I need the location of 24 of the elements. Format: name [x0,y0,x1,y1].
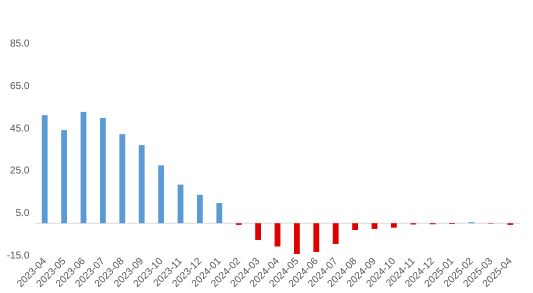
bar [313,223,320,252]
bar [294,223,300,254]
bar [216,203,222,224]
y-tick-label: 5.0 [16,208,30,220]
bar [352,223,358,230]
bar [274,223,280,247]
bar [390,223,397,228]
y-tick-label: 65.0 [10,80,30,92]
y-tick-label: -15.0 [6,250,30,262]
bar [100,118,106,224]
bar [138,145,145,224]
y-tick-label: 45.0 [10,123,30,134]
bar [158,165,164,224]
bar [255,223,262,240]
bar [332,223,339,244]
bar [372,223,378,229]
y-tick-label: 25.0 [10,166,30,177]
bar [196,194,203,224]
bar [178,184,184,224]
bar [61,130,68,224]
bar [80,112,86,224]
y-tick-label: 85.0 [10,38,30,50]
bar [42,115,48,224]
bar [119,134,126,224]
